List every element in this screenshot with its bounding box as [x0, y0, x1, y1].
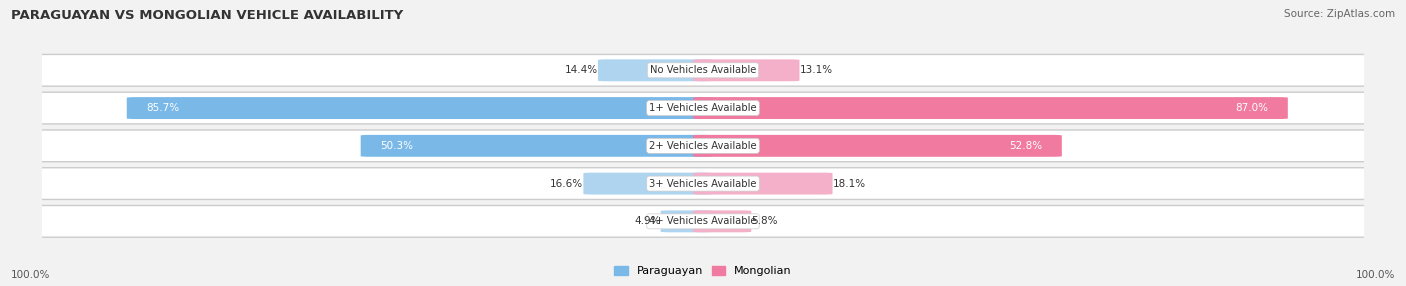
FancyBboxPatch shape: [693, 59, 800, 81]
Text: 87.0%: 87.0%: [1234, 103, 1268, 113]
Text: 4.9%: 4.9%: [634, 216, 661, 226]
FancyBboxPatch shape: [25, 168, 1381, 199]
Legend: Paraguayan, Mongolian: Paraguayan, Mongolian: [610, 261, 796, 281]
Text: 100.0%: 100.0%: [11, 270, 51, 280]
Text: 13.1%: 13.1%: [800, 65, 832, 75]
FancyBboxPatch shape: [693, 135, 1062, 157]
Text: 14.4%: 14.4%: [565, 65, 598, 75]
Text: 4+ Vehicles Available: 4+ Vehicles Available: [650, 216, 756, 226]
FancyBboxPatch shape: [361, 135, 713, 157]
Text: 5.8%: 5.8%: [751, 216, 778, 226]
Text: 100.0%: 100.0%: [1355, 270, 1395, 280]
Text: 52.8%: 52.8%: [1010, 141, 1042, 151]
Text: 3+ Vehicles Available: 3+ Vehicles Available: [650, 178, 756, 188]
Text: 1+ Vehicles Available: 1+ Vehicles Available: [650, 103, 756, 113]
Text: Source: ZipAtlas.com: Source: ZipAtlas.com: [1284, 9, 1395, 19]
FancyBboxPatch shape: [25, 130, 1381, 162]
Text: PARAGUAYAN VS MONGOLIAN VEHICLE AVAILABILITY: PARAGUAYAN VS MONGOLIAN VEHICLE AVAILABI…: [11, 9, 404, 21]
FancyBboxPatch shape: [598, 59, 713, 81]
FancyBboxPatch shape: [25, 92, 1381, 124]
Text: 2+ Vehicles Available: 2+ Vehicles Available: [650, 141, 756, 151]
FancyBboxPatch shape: [693, 173, 832, 194]
FancyBboxPatch shape: [583, 173, 713, 194]
Text: 85.7%: 85.7%: [146, 103, 180, 113]
FancyBboxPatch shape: [25, 206, 1381, 237]
FancyBboxPatch shape: [25, 54, 1381, 86]
FancyBboxPatch shape: [127, 97, 713, 119]
Text: 50.3%: 50.3%: [381, 141, 413, 151]
FancyBboxPatch shape: [693, 210, 751, 232]
Text: 18.1%: 18.1%: [832, 178, 866, 188]
FancyBboxPatch shape: [661, 210, 713, 232]
FancyBboxPatch shape: [693, 97, 1288, 119]
Text: 16.6%: 16.6%: [550, 178, 583, 188]
Text: No Vehicles Available: No Vehicles Available: [650, 65, 756, 75]
